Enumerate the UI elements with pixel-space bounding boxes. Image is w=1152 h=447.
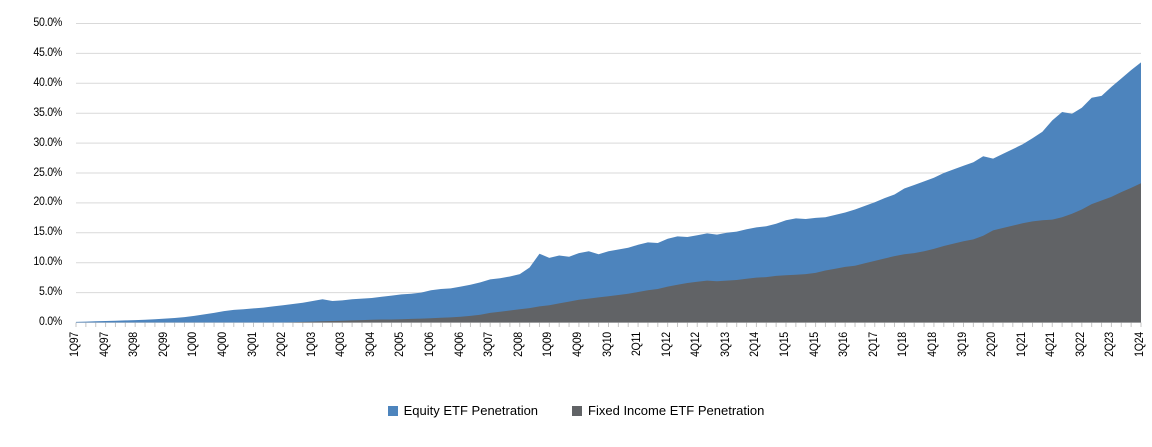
x-axis-tick-label: 1Q97 <box>69 332 81 357</box>
x-axis-tick-label: 2Q05 <box>394 332 407 357</box>
x-axis-tick-label: 2Q20 <box>986 332 999 357</box>
x-axis-tick-label: 3Q16 <box>838 332 851 357</box>
x-axis-tick-label: 1Q06 <box>424 332 436 357</box>
x-axis-tick-label: 2Q23 <box>1104 332 1117 357</box>
x-axis-tick-label: 2Q99 <box>157 332 170 357</box>
y-axis-tick-label: 5.0% <box>38 286 62 299</box>
fixed-income-legend-swatch-icon <box>572 405 583 416</box>
y-axis-tick-label: 40.0% <box>33 76 62 89</box>
x-axis-tick-label: 4Q06 <box>453 332 466 357</box>
fixed-income-area <box>76 183 1141 323</box>
x-axis-tick-label: 4Q21 <box>1045 332 1058 357</box>
x-axis-tick-label: 3Q19 <box>956 332 969 357</box>
y-axis-tick-label: 10.0% <box>33 256 62 269</box>
x-axis-tick-label: 4Q03 <box>335 332 348 357</box>
x-axis-tick-label: 1Q15 <box>779 332 791 357</box>
x-axis-tick-label: 1Q00 <box>187 332 200 357</box>
x-axis-tick-label: 2Q17 <box>867 332 880 357</box>
x-axis-tick-label: 2Q02 <box>276 332 289 357</box>
x-axis-tick-label: 4Q15 <box>808 332 821 357</box>
x-axis-tick-label: 1Q18 <box>897 332 910 357</box>
x-axis-tick-label: 3Q10 <box>601 332 614 357</box>
legend-item-label: Equity ETF Penetration <box>403 403 539 418</box>
y-axis-tick-label: 25.0% <box>33 166 62 179</box>
x-axis-tick-label: 1Q09 <box>542 332 555 357</box>
x-axis-tick-label: 1Q21 <box>1015 332 1028 357</box>
x-axis-tick-label: 4Q97 <box>98 332 111 357</box>
x-axis-tick-label: 1Q12 <box>660 332 673 357</box>
x-axis-tick-label: 4Q09 <box>571 332 584 357</box>
y-axis-tick-label: 0.0% <box>38 316 62 328</box>
equity-legend-swatch-icon <box>387 405 398 416</box>
y-axis-tick-label: 20.0% <box>33 196 62 209</box>
x-axis-tick-label: 1Q03 <box>305 332 318 357</box>
equity-area <box>76 62 1141 323</box>
legend-item-label: Fixed Income ETF Penetration <box>588 403 765 418</box>
legend-item-equity: Equity ETF Penetration <box>387 403 539 418</box>
chart-legend: Equity ETF Penetration Fixed Income ETF … <box>0 403 1152 418</box>
x-axis-tick-label: 3Q98 <box>128 332 141 357</box>
y-axis-tick-label: 30.0% <box>33 136 62 149</box>
x-axis-tick-label: 2Q14 <box>749 332 762 357</box>
x-axis-tick-label: 3Q01 <box>246 332 259 357</box>
x-axis-tick-label: 3Q13 <box>719 332 732 357</box>
x-axis-tick-label: 4Q18 <box>926 332 939 357</box>
x-axis-tick-label: 4Q00 <box>216 332 229 357</box>
y-axis-tick-label: 15.0% <box>33 226 62 239</box>
x-axis-tick-label: 3Q07 <box>483 332 496 357</box>
y-axis-tick-label: 50.0% <box>33 17 62 29</box>
x-axis-tick-label: 3Q04 <box>364 332 377 357</box>
x-axis-tick-label: 1Q24 <box>1134 332 1146 357</box>
x-axis-tick-label: 4Q12 <box>690 332 703 357</box>
legend-item-fixed-income: Fixed Income ETF Penetration <box>572 403 764 418</box>
x-axis-tick-label: 2Q11 <box>631 332 644 357</box>
x-axis-tick-label: 2Q08 <box>512 332 525 357</box>
y-axis-tick-label: 35.0% <box>33 106 62 119</box>
x-axis-tick-label: 3Q22 <box>1074 332 1087 357</box>
y-axis-tick-label: 45.0% <box>33 46 62 59</box>
